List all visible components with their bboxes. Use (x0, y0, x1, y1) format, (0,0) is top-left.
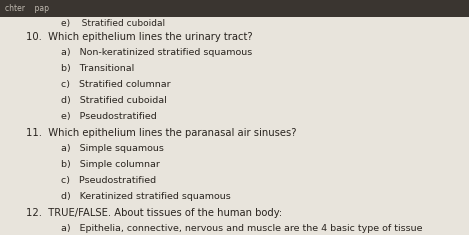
Text: c)   Stratified columnar: c) Stratified columnar (61, 80, 171, 89)
Text: 11.  Which epithelium lines the paranasal air sinuses?: 11. Which epithelium lines the paranasal… (26, 128, 296, 138)
Text: c)   Pseudostratified: c) Pseudostratified (61, 176, 156, 185)
Text: d)   Keratinized stratified squamous: d) Keratinized stratified squamous (61, 192, 231, 201)
Text: chter    pap: chter pap (5, 4, 49, 13)
Text: 10.  Which epithelium lines the urinary tract?: 10. Which epithelium lines the urinary t… (26, 32, 252, 42)
Text: a)   Non-keratinized stratified squamous: a) Non-keratinized stratified squamous (61, 48, 252, 57)
Text: a)   Simple squamous: a) Simple squamous (61, 144, 164, 153)
Text: b)   Transitional: b) Transitional (61, 64, 134, 73)
Text: b)   Simple columnar: b) Simple columnar (61, 160, 160, 169)
Text: e)    Stratified cuboidal: e) Stratified cuboidal (61, 19, 165, 28)
Bar (0, 0, 469, 17)
Text: d)   Stratified cuboidal: d) Stratified cuboidal (61, 96, 166, 105)
Text: 12.  TRUE/FALSE. About tissues of the human body:: 12. TRUE/FALSE. About tissues of the hum… (26, 208, 282, 218)
Text: e)   Pseudostratified: e) Pseudostratified (61, 112, 157, 121)
Text: a)   Epithelia, connective, nervous and muscle are the 4 basic type of tissue: a) Epithelia, connective, nervous and mu… (61, 224, 423, 233)
